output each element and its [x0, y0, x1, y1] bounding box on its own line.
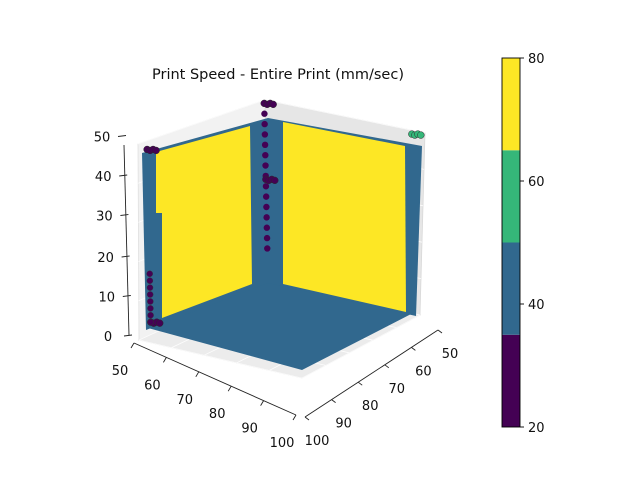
x-axis — [133, 342, 297, 416]
x-tick-mark — [163, 357, 167, 363]
chart-title: Print Speed - Entire Print (mm/sec) — [152, 67, 404, 83]
y-tick-label: 60 — [415, 364, 432, 379]
y-tick-mark — [331, 399, 336, 403]
point-marker — [263, 224, 271, 231]
x-tick-label: 50 — [112, 364, 129, 379]
point-marker — [261, 120, 268, 128]
point-marker — [417, 131, 425, 139]
y-tick-labels: 50 60 70 80 90 100 — [304, 329, 459, 449]
point-marker — [262, 183, 270, 190]
x-tick-mark — [292, 414, 297, 421]
point-marker — [147, 312, 154, 319]
point-marker — [271, 176, 279, 185]
x-tick-label: 90 — [241, 422, 258, 437]
colorbar: 20 40 60 80 — [501, 52, 545, 436]
point-marker — [264, 245, 271, 252]
grid-line-z-right — [264, 99, 426, 134]
x-tick-mark — [227, 385, 232, 392]
right-wall-infill — [283, 122, 406, 312]
y-tick-mark — [437, 329, 443, 334]
point-marker — [261, 141, 269, 149]
z-tick-label: 40 — [95, 170, 112, 185]
y-tick-label: 80 — [362, 399, 379, 414]
x-tick-mark — [130, 342, 135, 349]
point-marker — [261, 131, 269, 138]
grid-line-z-left — [137, 99, 266, 145]
z-tick-mark — [117, 135, 127, 137]
y-tick-label: 90 — [335, 417, 352, 432]
colorbar-band — [502, 334, 520, 427]
colorbar-tick-label: 40 — [528, 298, 545, 313]
z-tick-label: 0 — [104, 330, 112, 345]
x-tick-label: 80 — [209, 407, 226, 422]
point-markers — [143, 99, 425, 327]
z-tick-label: 20 — [97, 251, 114, 266]
z-tick-label: 30 — [96, 210, 113, 225]
z-tick-labels: 0 10 20 30 40 50 — [94, 131, 133, 345]
z-tick-mark — [120, 214, 129, 216]
point-marker — [261, 110, 268, 117]
x-tick-label: 60 — [144, 378, 161, 393]
point-marker — [152, 146, 160, 155]
z-tick-label: 10 — [99, 291, 116, 306]
point-marker — [263, 214, 270, 221]
point-marker — [147, 305, 154, 312]
point-marker — [269, 100, 277, 109]
z-tick-mark — [123, 334, 133, 337]
colorbar-frame — [501, 57, 521, 428]
point-marker — [146, 270, 153, 278]
colorbar-band — [502, 150, 520, 243]
z-tick-mark — [121, 255, 130, 258]
grid-line-floor — [138, 339, 303, 379]
x-tick-labels: 50 60 70 80 90 100 — [112, 342, 297, 451]
y-tick-mark — [357, 381, 363, 386]
y-tick-label: 100 — [305, 434, 330, 449]
point-marker — [156, 319, 164, 327]
z-axis — [123, 144, 130, 336]
point-marker — [263, 234, 271, 242]
z-tick-mark — [119, 174, 128, 177]
y-axis — [304, 329, 439, 418]
colorbar-tick-label: 60 — [528, 175, 545, 190]
colorbar-tick-label: 80 — [528, 52, 545, 67]
point-marker — [262, 162, 269, 169]
y-tick-mark — [384, 364, 390, 369]
point-marker — [263, 203, 270, 211]
z-tick-mark — [122, 295, 131, 297]
x-tick-mark — [260, 400, 264, 406]
left-wall-infill — [156, 126, 252, 318]
point-marker — [146, 277, 154, 284]
colorbar-band — [502, 58, 520, 151]
x-tick-label: 70 — [177, 393, 194, 408]
point-marker — [147, 298, 154, 305]
point-marker — [262, 151, 269, 159]
x-tick-mark — [195, 371, 200, 378]
x-tick-label: 100 — [270, 436, 295, 451]
grid-line-floor — [301, 314, 421, 379]
point-marker — [262, 193, 270, 200]
point-marker — [146, 284, 154, 291]
z-tick-label: 50 — [94, 131, 111, 146]
y-tick-mark — [411, 347, 416, 351]
colorbar-tick-label: 20 — [528, 421, 545, 436]
y-tick-label: 70 — [389, 382, 406, 397]
y-tick-mark — [304, 416, 310, 421]
y-tick-label: 50 — [442, 347, 459, 362]
point-marker — [146, 291, 154, 298]
colorbar-band — [502, 242, 520, 335]
point-marker — [147, 318, 154, 326]
